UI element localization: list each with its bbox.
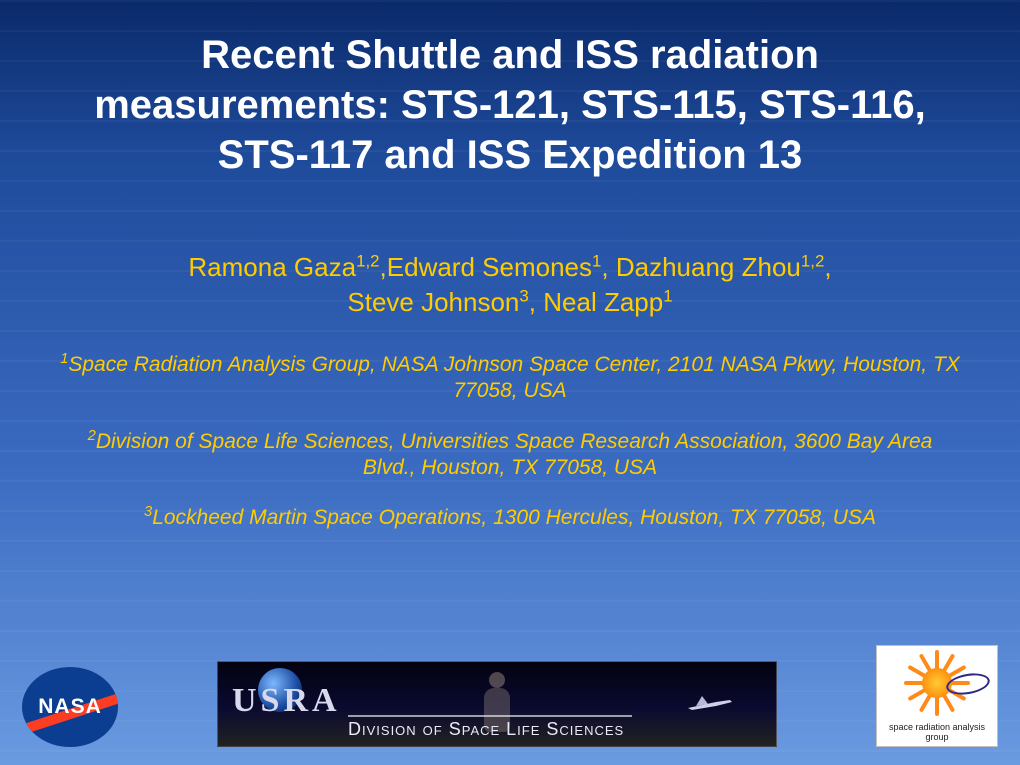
affiliation: 2Division of Space Life Sciences, Univer…: [60, 427, 960, 482]
sun-icon: [904, 650, 970, 716]
affiliations: 1Space Radiation Analysis Group, NASA Jo…: [60, 350, 960, 553]
nasa-logo-text: NASA: [38, 695, 102, 719]
affiliation: 1Space Radiation Analysis Group, NASA Jo…: [60, 350, 960, 405]
usra-acronym: USRA: [232, 682, 341, 720]
shuttle-icon: [686, 690, 734, 712]
authors-line: Ramona Gaza1,2,Edward Semones1, Dazhuang…: [188, 250, 831, 320]
affiliation: 3Lockheed Martin Space Operations, 1300 …: [60, 503, 960, 531]
usra-subtitle: Division of Space Life Sciences: [348, 715, 632, 740]
slide-title: Recent Shuttle and ISS radiation measure…: [60, 30, 960, 180]
logo-row: NASA USRA Division of Space Life Science…: [0, 645, 1020, 747]
nasa-logo: NASA: [22, 667, 118, 747]
slide: Recent Shuttle and ISS radiation measure…: [0, 0, 1020, 765]
usra-logo: USRA Division of Space Life Sciences: [217, 661, 777, 747]
srag-caption: space radiation analysis group: [879, 723, 995, 742]
srag-logo: space radiation analysis group: [876, 645, 998, 747]
